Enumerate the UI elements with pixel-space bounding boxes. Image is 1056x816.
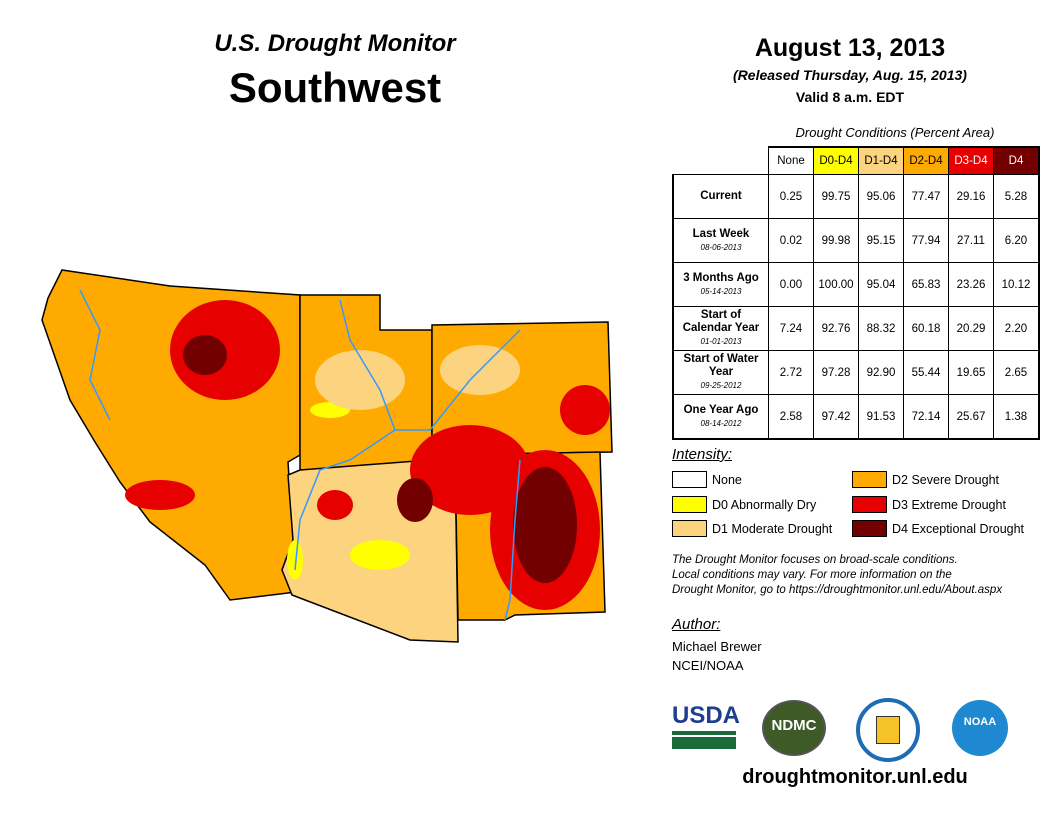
row-label: Current [672, 174, 769, 219]
table-cell: 99.98 [813, 218, 859, 263]
table-cell: 7.24 [768, 306, 814, 351]
table-cell: 25.67 [948, 394, 994, 440]
table-cell: 6.20 [993, 218, 1040, 263]
legend-d1: D1 Moderate Drought [672, 520, 832, 537]
table-row: 3 Months Ago 05-14-2013 0.00 100.00 95.04 65.… [672, 262, 1040, 307]
d4-area [513, 467, 577, 583]
valid-time: Valid 8 a.m. EDT [795, 89, 905, 105]
table-cell: 2.65 [993, 350, 1040, 395]
table-cell: 5.28 [993, 174, 1040, 219]
col-none: None [768, 146, 814, 175]
disclaimer-note: The Drought Monitor focuses on broad-sca… [672, 554, 1003, 596]
table-row: Start of Water Year 09-25-2012 2.72 97.28 92… [672, 350, 1040, 395]
d0-area [287, 540, 303, 580]
legend-title: Intensity: [672, 446, 733, 463]
table-cell: 77.94 [903, 218, 949, 263]
row-label: One Year Ago 08-14-2012 [672, 394, 769, 440]
row-date: 01-01-2013 [700, 337, 742, 346]
table-cell: 91.53 [858, 394, 904, 440]
row-label: Start of Calendar Year 01-01-2013 [672, 306, 769, 351]
drought-conditions-table: None D0-D4 D1-D4 D2-D4 D3-D4 D4 Current 0… [672, 146, 1040, 440]
author-org: NCEI/NOAA [672, 658, 744, 673]
d4-area [397, 478, 433, 522]
table-cell: 72.14 [903, 394, 949, 440]
col-d3-d4: D3-D4 [948, 146, 994, 175]
d3-area [125, 480, 195, 510]
col-d2-d4: D2-D4 [903, 146, 949, 175]
legend-d0: D0 Abnormally Dry [672, 496, 816, 513]
table-row: Current 0.25 99.75 95.06 77.47 29.16 5.28 [672, 174, 1040, 219]
row-label: Last Week 08-06-2013 [672, 218, 769, 263]
table-cell: 95.15 [858, 218, 904, 263]
table-cell: 0.02 [768, 218, 814, 263]
row-date: 09-25-2012 [700, 381, 742, 390]
table-cell: 10.12 [993, 262, 1040, 307]
d0-area [350, 540, 410, 570]
table-cell: 60.18 [903, 306, 949, 351]
table-cell: 23.26 [948, 262, 994, 307]
table-cell: 95.04 [858, 262, 904, 307]
ndmc-logo: NDMC [762, 700, 826, 756]
usda-logo: USDA [672, 704, 740, 749]
col-d0-d4: D0-D4 [813, 146, 859, 175]
table-cell: 1.38 [993, 394, 1040, 440]
table-cell: 65.83 [903, 262, 949, 307]
table-cell: 29.16 [948, 174, 994, 219]
table-cell: 95.06 [858, 174, 904, 219]
map-date: August 13, 2013 [754, 34, 946, 62]
row-label: 3 Months Ago 05-14-2013 [672, 262, 769, 307]
table-caption: Drought Conditions (Percent Area) [795, 125, 995, 140]
noaa-logo: NOAA [952, 700, 1008, 756]
table-cell: 97.42 [813, 394, 859, 440]
table-cell: 92.90 [858, 350, 904, 395]
table-cell: 55.44 [903, 350, 949, 395]
table-header-row: None D0-D4 D1-D4 D2-D4 D3-D4 D4 [673, 146, 1040, 175]
legend-d4: D4 Exceptional Drought [852, 520, 1024, 537]
table-cell: 0.25 [768, 174, 814, 219]
release-date: (Released Thursday, Aug. 15, 2013) [733, 67, 967, 83]
region-title: Southwest [228, 64, 442, 111]
d3-area [560, 385, 610, 435]
table-cell: 19.65 [948, 350, 994, 395]
table-cell: 2.72 [768, 350, 814, 395]
website-link[interactable]: droughtmonitor.unl.edu [742, 766, 968, 788]
table-cell: 92.76 [813, 306, 859, 351]
col-d4: D4 [993, 146, 1040, 175]
drought-map [41, 269, 613, 643]
table-row: One Year Ago 08-14-2012 2.58 97.42 91.53 72.1… [672, 394, 1040, 440]
commerce-seal-logo [856, 698, 920, 762]
d1-area [315, 350, 405, 410]
row-label: Start of Water Year 09-25-2012 [672, 350, 769, 395]
legend-none: None [672, 471, 742, 488]
author-info: Michael Brewer NCEI/NOAA [672, 637, 762, 675]
product-title: U.S. Drought Monitor [214, 30, 456, 57]
table-cell: 27.11 [948, 218, 994, 263]
row-date: 08-14-2012 [700, 418, 742, 428]
table-cell: 100.00 [813, 262, 859, 307]
table-row: Start of Calendar Year 01-01-2013 7.24 92.7… [672, 306, 1040, 351]
table-cell: 0.00 [768, 262, 814, 307]
d4-area [183, 335, 227, 375]
table-cell: 77.47 [903, 174, 949, 219]
row-date: 08-06-2013 [700, 242, 742, 252]
col-d1-d4: D1-D4 [858, 146, 904, 175]
author-name: Michael Brewer [672, 639, 762, 654]
legend-d3: D3 Extreme Drought [852, 496, 1006, 513]
table-row: Last Week 08-06-2013 0.02 99.98 95.15 77.94 27… [672, 218, 1040, 263]
legend-d2: D2 Severe Drought [852, 471, 999, 488]
table-cell: 20.29 [948, 306, 994, 351]
author-label: Author: [672, 616, 721, 633]
table-cell: 2.58 [768, 394, 814, 440]
rivers [79, 289, 521, 621]
table-cell: 88.32 [858, 306, 904, 351]
table-cell: 2.20 [993, 306, 1040, 351]
table-cell: 99.75 [813, 174, 859, 219]
row-date: 05-14-2013 [700, 286, 742, 296]
d3-area [317, 490, 353, 520]
table-cell: 97.28 [813, 350, 859, 395]
